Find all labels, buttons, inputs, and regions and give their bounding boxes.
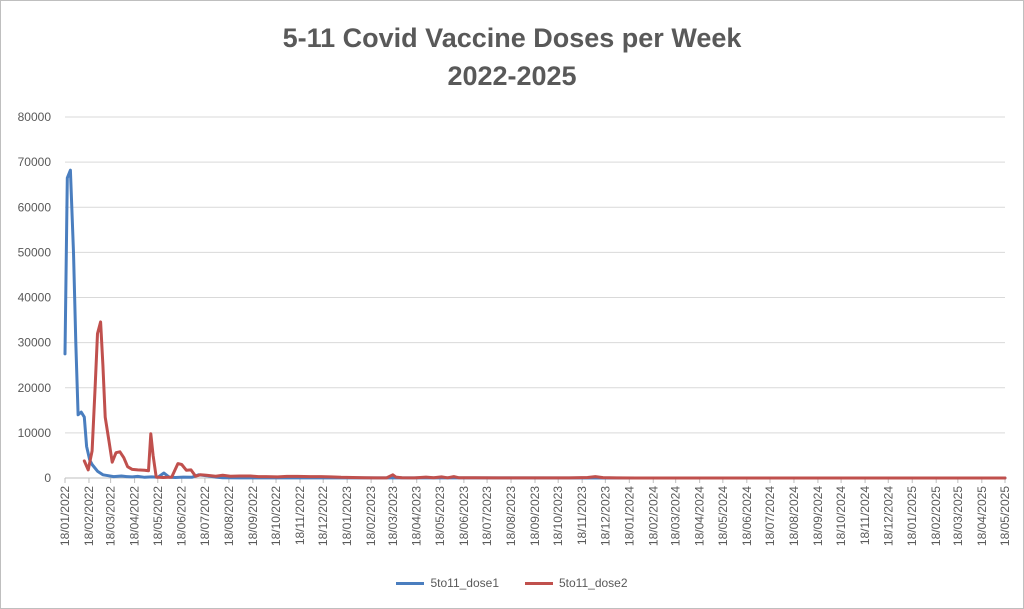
x-tick-label: 18/06/2024: [740, 486, 754, 546]
x-tick-label: 18/04/2022: [128, 486, 142, 546]
x-tick-label: 18/05/2022: [151, 486, 165, 546]
x-tick-label: 18/01/2022: [58, 486, 72, 546]
x-tick-label: 18/10/2024: [834, 486, 848, 546]
x-tick-label: 18/11/2023: [575, 486, 589, 545]
y-tick-label: 40000: [18, 291, 52, 305]
y-tick-label: 60000: [18, 200, 52, 214]
x-tick-label: 18/01/2023: [340, 486, 354, 546]
x-tick-label: 18/09/2024: [811, 486, 825, 546]
x-tick-label: 18/05/2023: [433, 486, 447, 546]
series-line-5to11_dose2: [82, 320, 1007, 480]
x-tick-label: 18/04/2024: [693, 486, 707, 546]
x-tick-label: 18/10/2022: [269, 486, 283, 546]
y-tick-label: 10000: [18, 426, 52, 440]
legend-swatch-dose1: [396, 581, 425, 585]
legend-item-dose2: 5to11_dose2: [525, 576, 628, 590]
x-tick-label: 18/04/2025: [975, 486, 989, 546]
y-tick-label: 20000: [18, 381, 52, 395]
x-tick-label: 18/04/2023: [410, 486, 424, 546]
x-tick-label: 18/09/2022: [246, 486, 260, 546]
x-tick-label: 18/11/2024: [858, 486, 872, 545]
x-tick-label: 18/01/2024: [622, 486, 636, 546]
y-tick-label: 70000: [18, 155, 52, 169]
x-tick-label: 18/03/2024: [669, 486, 683, 546]
chart-title-line-2: 2022-2025: [447, 61, 577, 91]
x-tick-label: 18/12/2022: [316, 486, 330, 546]
legend-label-dose2: 5to11_dose2: [559, 576, 628, 590]
x-tick-label: 18/02/2025: [929, 486, 943, 546]
series-line-5to11_dose1: [63, 168, 1007, 480]
x-tick-label: 18/05/2025: [998, 486, 1012, 546]
x-tick-label: 18/06/2022: [175, 486, 189, 546]
legend-item-dose1: 5to11_dose1: [396, 576, 499, 590]
y-tick-label: 30000: [18, 336, 52, 350]
x-tick-label: 18/02/2024: [646, 486, 660, 546]
x-tick-label: 18/08/2022: [222, 486, 236, 546]
x-tick-label: 18/02/2023: [364, 486, 378, 546]
x-tick-label: 18/06/2023: [457, 486, 471, 546]
x-tick-label: 18/03/2025: [951, 486, 965, 546]
x-tick-label: 18/08/2023: [504, 486, 518, 546]
x-tick-label: 18/09/2023: [528, 486, 542, 546]
x-tick-label: 18/07/2024: [763, 486, 777, 546]
x-tick-label: 18/12/2023: [598, 486, 612, 546]
x-tick-label: 18/11/2022: [293, 486, 307, 545]
x-tick-label: 18/05/2024: [716, 486, 730, 546]
chart-title-line-1: 5-11 Covid Vaccine Doses per Week: [282, 23, 742, 53]
chart-title: 5-11 Covid Vaccine Doses per Week 2022-2…: [1, 19, 1023, 95]
x-tick-label: 18/03/2022: [104, 486, 118, 546]
x-tick-label: 18/12/2024: [881, 486, 895, 546]
x-tick-label: 18/08/2024: [787, 486, 801, 546]
x-tick-label: 18/01/2025: [905, 486, 919, 546]
x-tick-label: 18/03/2023: [386, 486, 400, 546]
y-tick-label: 80000: [18, 110, 52, 124]
x-tick-label: 18/07/2022: [198, 486, 212, 546]
x-tick-label: 18/02/2022: [82, 486, 96, 546]
y-tick-label: 0: [44, 471, 51, 485]
x-tick-label: 18/07/2023: [480, 486, 494, 546]
x-tick-label: 18/10/2023: [551, 486, 565, 546]
legend-swatch-dose2: [525, 581, 553, 585]
y-tick-label: 50000: [18, 245, 52, 259]
legend-label-dose1: 5to11_dose1: [430, 576, 499, 590]
legend: 5to11_dose1 5to11_dose2: [1, 576, 1023, 590]
